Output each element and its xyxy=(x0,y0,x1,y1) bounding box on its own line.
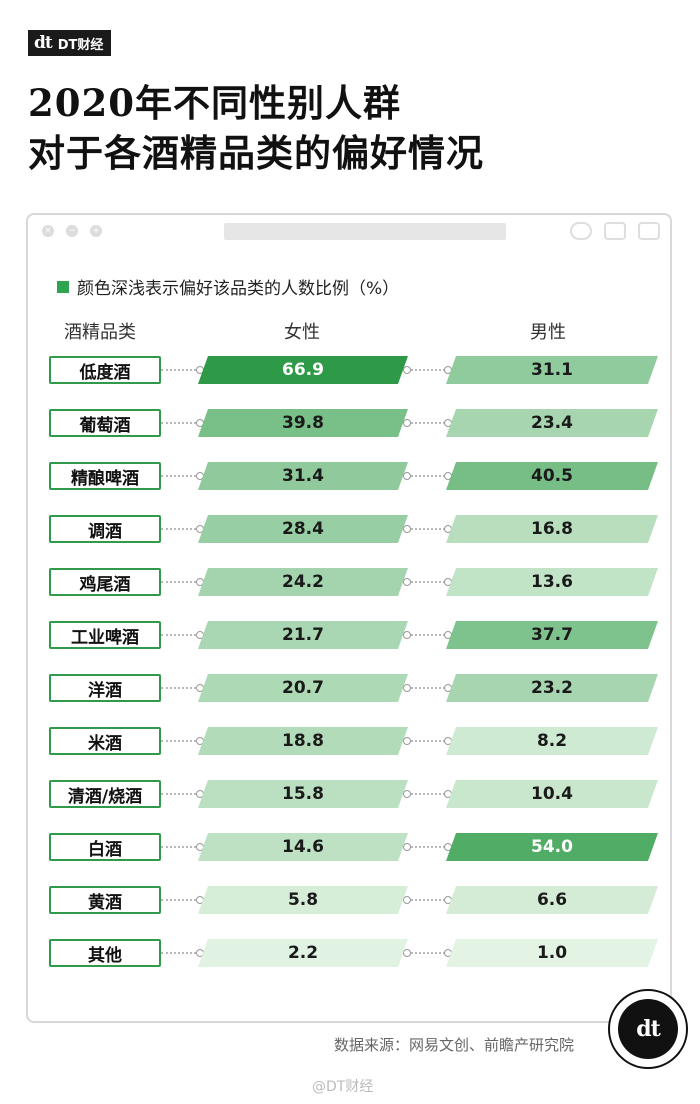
connector-dot xyxy=(403,949,411,957)
female-value-bar: 24.2 xyxy=(198,568,408,596)
connector-line xyxy=(408,475,448,477)
male-value-bar: 31.1 xyxy=(446,356,658,384)
female-value-bar: 15.8 xyxy=(198,780,408,808)
window-titlebar: × − + xyxy=(28,215,670,249)
connector-line xyxy=(161,952,200,954)
connector-dot xyxy=(403,419,411,427)
category-label: 白酒 xyxy=(49,833,161,861)
male-value-bar: 23.4 xyxy=(446,409,658,437)
connector-line xyxy=(161,687,200,689)
female-value-bar: 21.7 xyxy=(198,621,408,649)
female-value-bar: 14.6 xyxy=(198,833,408,861)
male-value-bar: 54.0 xyxy=(446,833,658,861)
connector-line xyxy=(408,369,448,371)
chart-legend: 颜色深浅表示偏好该品类的人数比例（%） xyxy=(57,274,399,299)
category-label: 洋酒 xyxy=(49,674,161,702)
legend-text: 颜色深浅表示偏好该品类的人数比例（%） xyxy=(77,279,400,299)
page-title: 2020年不同性别人群 对于各酒精品类的偏好情况 xyxy=(28,78,484,178)
connector-line xyxy=(161,634,200,636)
connector-line xyxy=(161,899,200,901)
category-label: 清酒/烧酒 xyxy=(49,780,161,808)
close-icon: × xyxy=(42,225,54,237)
category-label: 低度酒 xyxy=(49,356,161,384)
female-value-bar: 66.9 xyxy=(198,356,408,384)
female-value-bar: 18.8 xyxy=(198,727,408,755)
brand-name: DT财经 xyxy=(57,37,104,53)
category-label: 其他 xyxy=(49,939,161,967)
connector-dot xyxy=(403,472,411,480)
male-value-bar: 8.2 xyxy=(446,727,658,755)
connector-line xyxy=(408,793,448,795)
male-value-bar: 6.6 xyxy=(446,886,658,914)
connector-dot xyxy=(403,843,411,851)
connector-line xyxy=(161,422,200,424)
address-bar xyxy=(224,223,506,240)
connector-line xyxy=(161,581,200,583)
brand-mark: dt xyxy=(34,33,53,53)
male-value-bar: 37.7 xyxy=(446,621,658,649)
female-value-bar: 2.2 xyxy=(198,939,408,967)
connector-line xyxy=(408,528,448,530)
badge-mark: dt xyxy=(618,999,678,1059)
connector-dot xyxy=(403,896,411,904)
female-value-bar: 20.7 xyxy=(198,674,408,702)
brand-logo: dt DT财经 xyxy=(28,30,112,56)
female-value-bar: 39.8 xyxy=(198,409,408,437)
connector-line xyxy=(408,899,448,901)
header-female: 女性 xyxy=(284,322,320,343)
category-label: 工业啤酒 xyxy=(49,621,161,649)
connector-line xyxy=(408,634,448,636)
record-icon xyxy=(570,222,592,240)
header-male: 男性 xyxy=(530,322,566,343)
female-value-bar: 5.8 xyxy=(198,886,408,914)
female-value-bar: 28.4 xyxy=(198,515,408,543)
connector-line xyxy=(408,740,448,742)
connector-line xyxy=(161,528,200,530)
category-label: 鸡尾酒 xyxy=(49,568,161,596)
connector-line xyxy=(408,581,448,583)
category-label: 葡萄酒 xyxy=(49,409,161,437)
male-value-bar: 16.8 xyxy=(446,515,658,543)
connector-line xyxy=(161,369,200,371)
connector-line xyxy=(408,687,448,689)
connector-line xyxy=(161,740,200,742)
male-value-bar: 10.4 xyxy=(446,780,658,808)
connector-dot xyxy=(403,737,411,745)
title-line-1: 2020年不同性别人群 xyxy=(28,81,401,125)
weibo-watermark: @DT财经 xyxy=(312,1079,374,1095)
connector-line xyxy=(408,422,448,424)
connector-line xyxy=(161,793,200,795)
connector-dot xyxy=(403,366,411,374)
connector-line xyxy=(161,846,200,848)
category-label: 调酒 xyxy=(49,515,161,543)
connector-line xyxy=(408,846,448,848)
category-label: 精酿啤酒 xyxy=(49,462,161,490)
data-source: 数据来源：网易文创、前瞻产研究院 xyxy=(334,1036,575,1054)
minimize-icon: − xyxy=(66,225,78,237)
connector-line xyxy=(408,952,448,954)
header-category: 酒精品类 xyxy=(64,322,136,343)
category-label: 米酒 xyxy=(49,727,161,755)
connector-dot xyxy=(403,790,411,798)
connector-line xyxy=(161,475,200,477)
copy-icon xyxy=(638,222,660,240)
male-value-bar: 23.2 xyxy=(446,674,658,702)
female-value-bar: 31.4 xyxy=(198,462,408,490)
male-value-bar: 1.0 xyxy=(446,939,658,967)
brand-badge: dt xyxy=(608,989,688,1069)
connector-dot xyxy=(403,684,411,692)
male-value-bar: 13.6 xyxy=(446,568,658,596)
male-value-bar: 40.5 xyxy=(446,462,658,490)
connector-dot xyxy=(403,525,411,533)
connector-dot xyxy=(403,631,411,639)
legend-swatch xyxy=(57,280,69,293)
title-line-2: 对于各酒精品类的偏好情况 xyxy=(28,131,484,175)
connector-dot xyxy=(403,578,411,586)
maximize-icon: + xyxy=(90,225,102,237)
category-label: 黄酒 xyxy=(49,886,161,914)
share-icon xyxy=(604,222,626,240)
